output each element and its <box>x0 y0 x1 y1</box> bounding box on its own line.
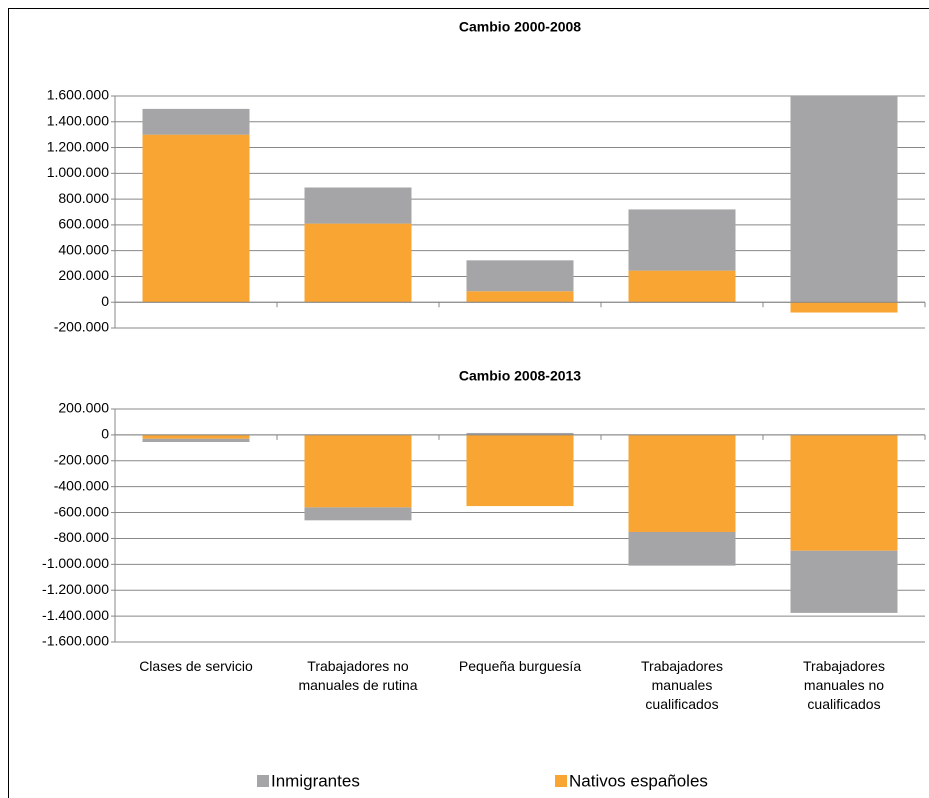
y-tick-label: -600.000 <box>54 503 109 519</box>
y-tick-label: -1.600.000 <box>42 633 109 649</box>
bar <box>304 187 412 224</box>
y-tick-label: 1.400.000 <box>47 112 109 128</box>
y-tick-label: -800.000 <box>54 529 109 545</box>
legend-swatch <box>555 775 567 787</box>
y-tick-label: 200.000 <box>58 400 109 416</box>
y-tick-label: -200.000 <box>54 319 109 335</box>
y-tick-label: 1.600.000 <box>47 87 109 103</box>
y-tick-label: 600.000 <box>58 216 109 232</box>
bar <box>628 209 736 271</box>
y-tick-label: 1.200.000 <box>47 138 109 154</box>
bar <box>142 108 250 135</box>
bar <box>628 434 736 532</box>
bar <box>304 434 412 508</box>
chart-title: Cambio 2008-2013 <box>459 368 581 384</box>
bar <box>790 302 898 313</box>
bar <box>466 432 574 435</box>
x-tick-label: Trabajadores manuales no cualificados <box>803 658 885 712</box>
bar <box>790 550 898 613</box>
y-tick-label: 200.000 <box>58 267 109 283</box>
legend-label: Nativos españoles <box>569 771 708 790</box>
y-tick-label: 400.000 <box>58 241 109 257</box>
bar <box>142 434 250 439</box>
y-tick-label: -1.400.000 <box>42 607 109 623</box>
x-tick-label: Clases de servicio <box>139 658 253 674</box>
y-tick-label: 800.000 <box>58 190 109 206</box>
y-tick-label: -400.000 <box>54 477 109 493</box>
x-tick-label: Pequeña burguesía <box>458 658 582 674</box>
legend-swatch <box>257 775 269 787</box>
x-tick-label: Trabajadores manuales cualificados <box>641 658 723 712</box>
legend-label: Inmigrantes <box>271 771 360 790</box>
bar <box>628 270 736 303</box>
chart-title: Cambio 2000-2008 <box>459 19 581 35</box>
y-tick-label: -200.000 <box>54 451 109 467</box>
x-tick-label: Trabajadores no manuales de rutina <box>298 658 418 693</box>
y-tick-label: -1.200.000 <box>42 581 109 597</box>
bar <box>790 96 898 303</box>
y-tick-label: -1.000.000 <box>42 555 109 571</box>
y-tick-label: 1.000.000 <box>47 164 109 180</box>
bar <box>790 434 898 551</box>
bar <box>304 223 412 303</box>
bar <box>304 507 412 521</box>
bar <box>628 531 736 566</box>
bar <box>142 438 250 443</box>
bar <box>466 434 574 507</box>
bar <box>466 260 574 292</box>
y-tick-label: 0 <box>101 293 109 309</box>
bar <box>466 291 574 303</box>
bar <box>142 134 250 303</box>
frame <box>8 8 929 798</box>
y-tick-label: 0 <box>101 426 109 442</box>
